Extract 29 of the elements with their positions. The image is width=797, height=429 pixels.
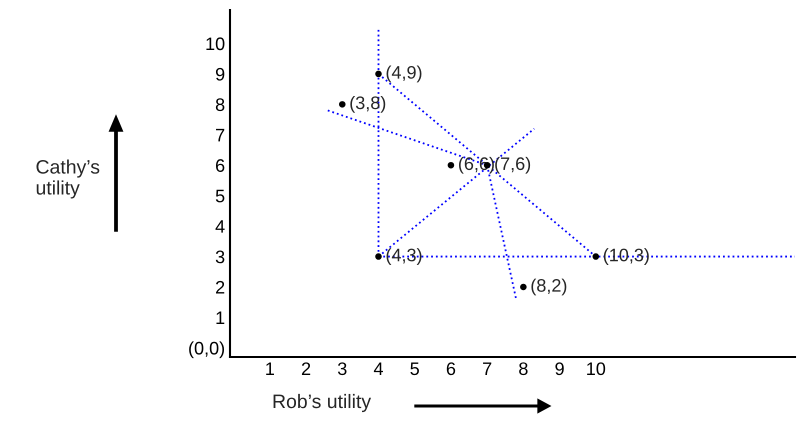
x-tick-label: 4 — [374, 362, 383, 375]
x-tick-label: 1 — [266, 362, 274, 375]
annotation: (4,9) — [386, 66, 422, 82]
x-tick-label: 5 — [410, 362, 419, 376]
y-tick-label: 6 — [216, 159, 224, 172]
x-tick-label: 3 — [338, 362, 347, 376]
y-tick-label: 10 — [206, 37, 224, 50]
annotation: (8,2) — [531, 278, 566, 296]
y-tick-label: (0,0) — [189, 341, 224, 358]
x-axis-title: Rob’s utility — [274, 394, 372, 412]
annotation: (7,6) — [495, 156, 530, 174]
y-tick-label: 7 — [216, 128, 224, 142]
y-tick-label: 5 — [216, 190, 224, 202]
x-tick-label: 6 — [446, 362, 456, 376]
y-tick-label: 8 — [216, 98, 224, 112]
annotation: (10,3) — [604, 248, 649, 265]
y-tick-label: 2 — [216, 280, 224, 294]
y-tick-label: 1 — [216, 312, 224, 324]
x-tick-label: 2 — [302, 362, 310, 375]
x-tick-label: 8 — [519, 362, 528, 376]
annotation: (3,8) — [350, 96, 386, 113]
y-axis-title: Cathy’s utility — [36, 159, 100, 199]
y-tick-label: 3 — [216, 250, 224, 264]
y-tick-label: 9 — [216, 68, 224, 81]
x-tick-label: 9 — [555, 362, 564, 376]
y-tick-label: 4 — [216, 220, 225, 233]
x-tick-label: 7 — [483, 362, 492, 375]
x-tick-label: 10 — [587, 362, 606, 376]
annotation: (4,3) — [386, 248, 422, 265]
